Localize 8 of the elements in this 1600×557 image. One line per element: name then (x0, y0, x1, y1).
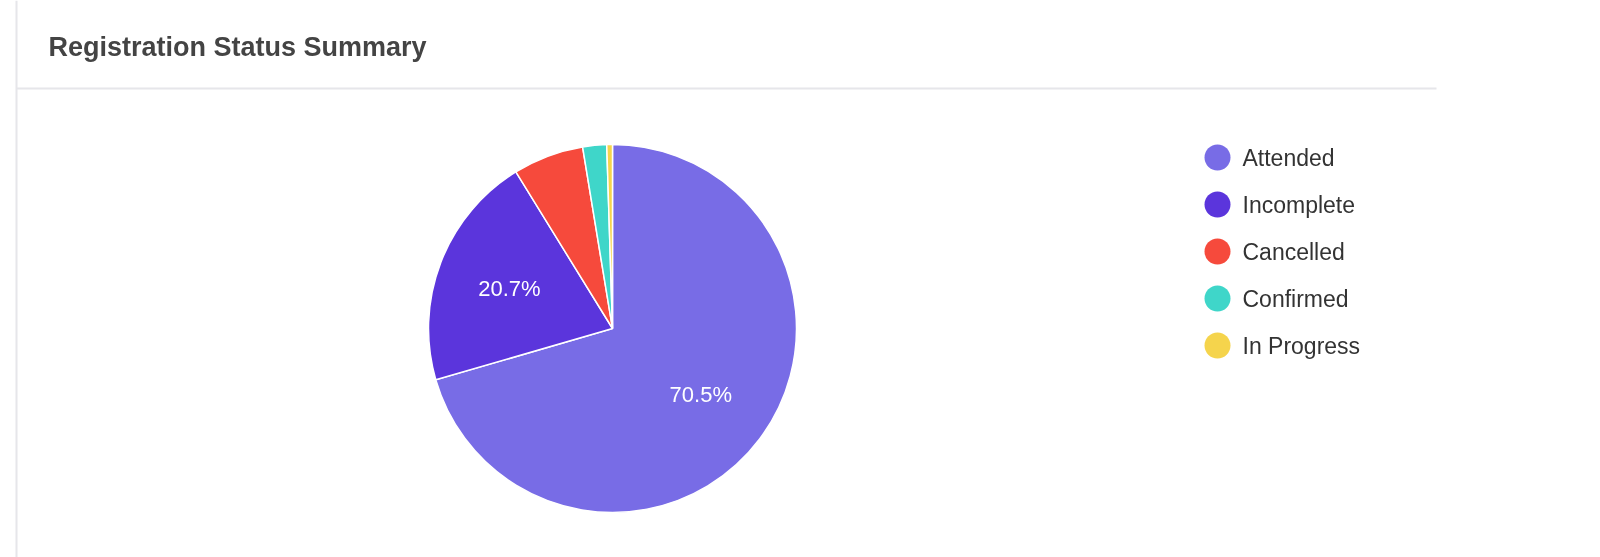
legend-label: Incomplete (1242, 191, 1356, 218)
legend-label: Attended (1242, 144, 1335, 171)
legend-label: Cancelled (1242, 238, 1345, 265)
data-label: 20.7% (478, 276, 541, 302)
legend-label: Confirmed (1242, 285, 1349, 312)
chart-title: Registration Status Summary (48, 31, 427, 62)
data-label: 70.5% (669, 382, 732, 408)
legend-label: In Progress (1242, 332, 1361, 359)
